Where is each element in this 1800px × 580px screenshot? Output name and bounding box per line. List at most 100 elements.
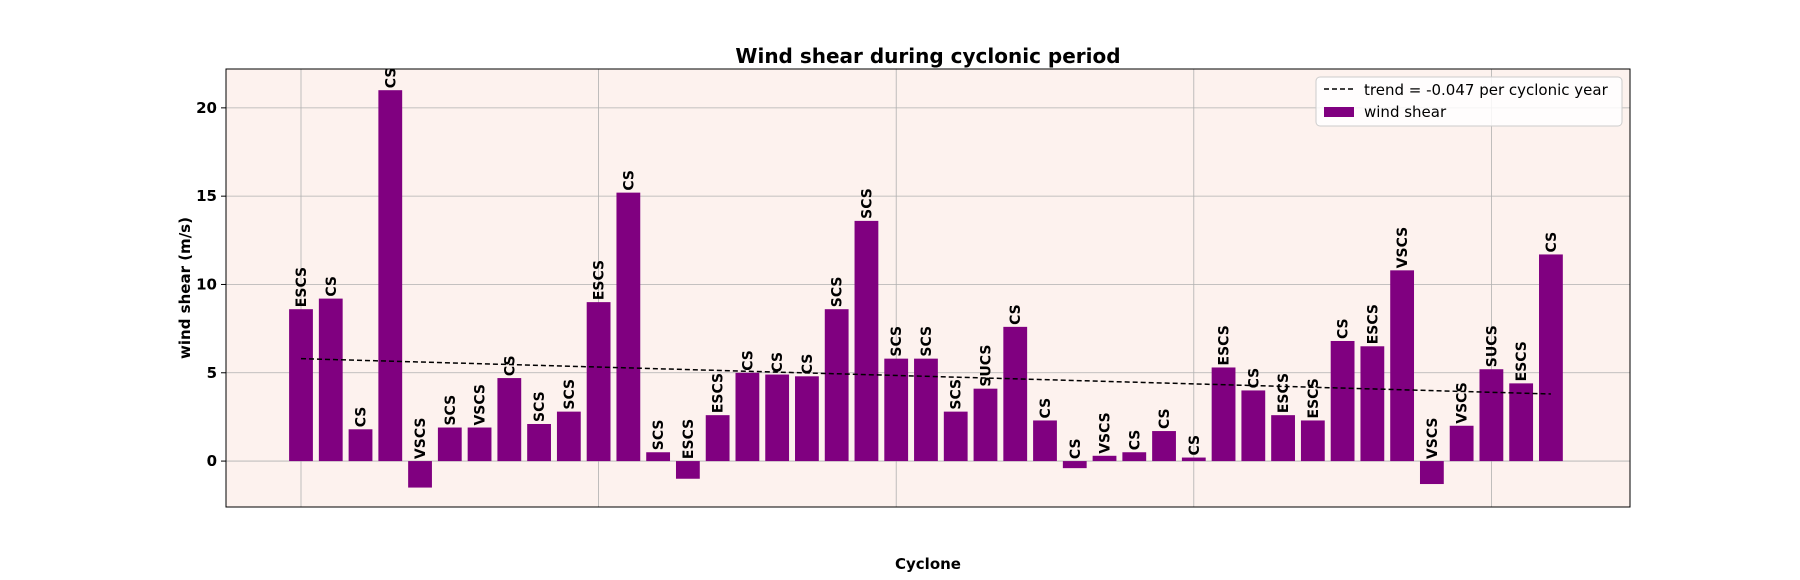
- bar: [914, 358, 938, 462]
- bar-category-label: SCS: [830, 276, 846, 307]
- bar: [705, 415, 730, 462]
- y-tick-label: 20: [196, 99, 217, 117]
- chart-title: Wind shear during cyclonic period: [735, 44, 1120, 68]
- bar-category-label: CS: [1336, 318, 1352, 339]
- y-tick-label: 15: [196, 187, 217, 205]
- bar: [1419, 461, 1444, 485]
- bar-category-label: ESCS: [592, 260, 608, 300]
- bar-category-label: CS: [383, 68, 399, 89]
- bar: [1241, 390, 1266, 462]
- bar-category-label: VSCS: [1098, 412, 1114, 454]
- bar-category-label: SCS: [919, 326, 935, 357]
- bar-category-label: CS: [770, 352, 786, 373]
- bar: [973, 388, 998, 462]
- bar: [1330, 340, 1355, 462]
- bar: [1360, 346, 1385, 462]
- bar: [824, 309, 849, 462]
- bar: [556, 411, 581, 462]
- bar: [467, 427, 492, 462]
- bar-category-label: VSCS: [1395, 227, 1411, 269]
- bar: [943, 411, 968, 462]
- bar: [1062, 461, 1087, 469]
- bar: [527, 423, 551, 462]
- bar: [1181, 457, 1206, 462]
- bar: [348, 429, 373, 462]
- bar-category-label: CS: [1008, 304, 1024, 325]
- bar-category-label: CS: [621, 170, 637, 191]
- bar-category-label: SCS: [859, 188, 875, 219]
- bar-category-label: SUCS: [1484, 325, 1500, 367]
- legend-trend-label: trend = -0.047 per cyclonic year: [1364, 81, 1609, 99]
- bar: [1092, 455, 1117, 462]
- bar-category-label: CS: [800, 354, 816, 375]
- bars: [289, 90, 1563, 488]
- bar-category-label: SCS: [949, 379, 965, 410]
- bar-category-label: VSCS: [413, 418, 429, 460]
- bar: [884, 358, 909, 462]
- legend-bar-label: wind shear: [1364, 103, 1447, 121]
- trend-line: [300, 357, 1551, 395]
- bar: [1211, 367, 1236, 462]
- bar: [318, 298, 343, 462]
- bar-category-label: CS: [1544, 232, 1560, 253]
- bar: [854, 220, 879, 462]
- bar: [1003, 326, 1028, 462]
- y-tick-label: 10: [196, 275, 217, 293]
- bar: [1122, 452, 1147, 462]
- bar: [1479, 369, 1504, 462]
- bar-category-label: SCS: [443, 395, 459, 426]
- bar-category-label: VSCS: [1455, 382, 1471, 424]
- bar: [1509, 383, 1534, 462]
- bar-category-label: SUCS: [978, 345, 994, 387]
- bar: [497, 378, 522, 462]
- bar: [289, 309, 313, 462]
- bar-category-label: ESCS: [1276, 373, 1292, 413]
- bar-category-label: ESCS: [681, 419, 697, 459]
- bar-category-label: ESCS: [1217, 325, 1233, 365]
- bar: [616, 192, 641, 462]
- bar: [1449, 425, 1474, 462]
- bar-category-label: SCS: [562, 379, 578, 410]
- bar-category-label: ESCS: [294, 267, 310, 307]
- bar-category-label: ESCS: [711, 373, 727, 413]
- legend-box: [1315, 76, 1623, 127]
- bar-category-label: VSCS: [473, 384, 489, 426]
- bar-category-label: CS: [354, 407, 370, 428]
- bar-category-label: SCS: [889, 326, 905, 357]
- bar-labels: ESCS CS CS CS VSCS SCS VSCS CS SCS SCS ESCS CS SCS ES…: [294, 68, 1560, 460]
- bar-category-label: ESCS: [1365, 304, 1381, 344]
- plot-frame: [225, 68, 1631, 508]
- bar-category-label: CS: [740, 350, 756, 371]
- y-tick-label: 0: [207, 452, 217, 470]
- bar: [675, 461, 700, 479]
- bar: [437, 427, 462, 462]
- bar-category-label: CS: [1127, 430, 1143, 451]
- x-axis-label: Cyclone: [895, 555, 961, 573]
- legend-bar-swatch: [1324, 107, 1354, 117]
- y-axis-label: wind shear (m/s): [176, 217, 194, 359]
- y-ticks: 0 5 10 15 20: [196, 99, 226, 470]
- bar: [646, 452, 671, 462]
- bar-category-label: SCS: [651, 420, 667, 451]
- bar: [765, 374, 790, 462]
- bar: [586, 302, 611, 462]
- bar-category-label: CS: [324, 276, 340, 297]
- bar: [795, 376, 819, 462]
- bar-category-label: SCS: [532, 391, 548, 422]
- bar: [378, 90, 403, 462]
- bar: [1033, 420, 1057, 462]
- bar: [735, 372, 760, 462]
- bar: [408, 461, 432, 488]
- legend: trend = -0.047 per cyclonic year wind sh…: [1315, 76, 1623, 127]
- bar-category-label: ESCS: [1514, 341, 1530, 381]
- bar: [1271, 415, 1295, 462]
- bar-category-label: CS: [1157, 408, 1173, 429]
- bar-category-label: CS: [1068, 438, 1084, 459]
- bar-category-label: CS: [502, 355, 518, 376]
- bar-category-label: ESCS: [1306, 378, 1322, 418]
- bar: [1152, 431, 1176, 462]
- bar-category-label: CS: [1246, 368, 1262, 389]
- bar: [1300, 420, 1325, 462]
